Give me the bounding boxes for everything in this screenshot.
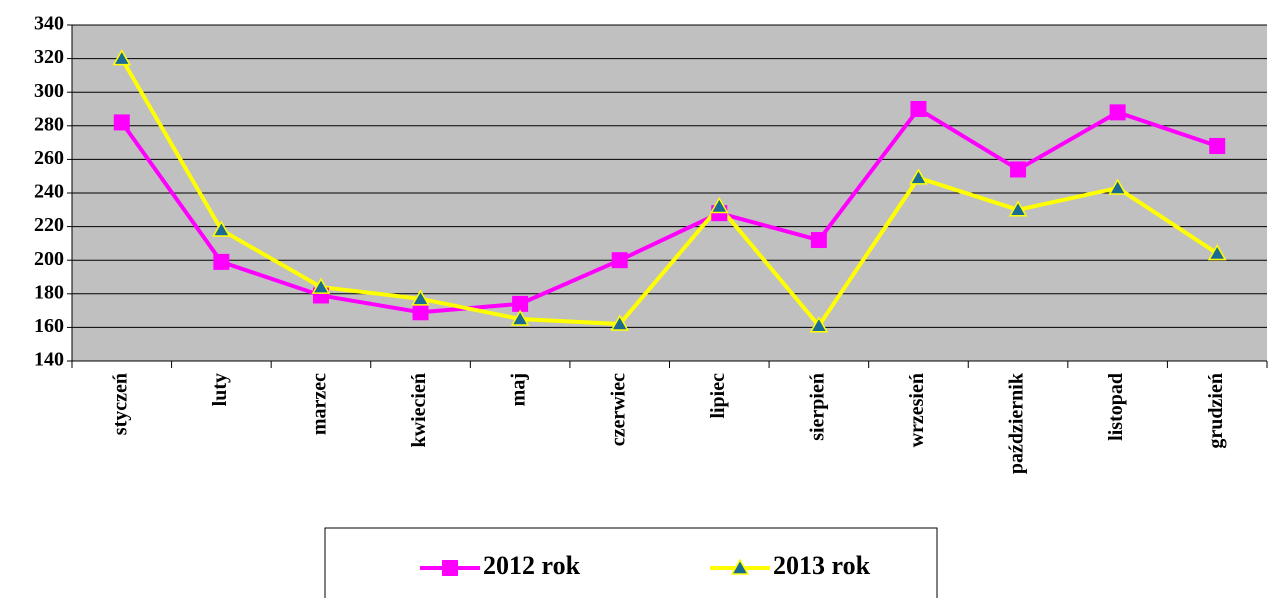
- y-tick-label: 300: [34, 80, 64, 102]
- legend-label: 2012 rok: [483, 551, 581, 580]
- marker: [709, 196, 729, 214]
- marker: [1010, 161, 1027, 178]
- x-tick-label: kwiecień: [408, 373, 430, 447]
- y-tick-label: 320: [34, 46, 64, 68]
- marker: [909, 168, 928, 185]
- marker: [1209, 137, 1226, 154]
- marker: [910, 101, 927, 117]
- x-tick-label: wrzesień: [906, 373, 928, 447]
- x-tick-label: czerwiec: [607, 373, 629, 446]
- legend-label: 2013 rok: [773, 551, 871, 580]
- marker: [212, 220, 231, 237]
- x-tick-label: sierpień: [806, 373, 828, 441]
- y-tick-label: 200: [34, 248, 64, 270]
- y-tick-label: 180: [34, 281, 64, 303]
- y-tick-label: 220: [34, 214, 64, 236]
- x-tick-label: październik: [1006, 372, 1028, 474]
- x-tick-label: listopad: [1105, 373, 1127, 441]
- marker: [730, 558, 750, 575]
- y-tick-label: 340: [34, 13, 64, 35]
- y-tick-label: 240: [34, 181, 64, 203]
- marker: [510, 309, 530, 326]
- marker: [1108, 178, 1127, 195]
- marker: [213, 253, 230, 270]
- series-line: [120, 57, 1219, 330]
- x-tick-label: lipiec: [707, 373, 729, 419]
- y-tick-label: 280: [34, 113, 64, 135]
- marker: [809, 316, 829, 333]
- marker: [113, 114, 130, 131]
- y-tick-label: 140: [34, 349, 64, 371]
- marker: [611, 252, 628, 269]
- legend: 2012 rok 2013 rok: [324, 527, 938, 598]
- legend-box: [324, 527, 938, 598]
- x-tick-label: marzec: [309, 373, 331, 435]
- x-tick-label: maj: [508, 373, 530, 406]
- marker: [512, 295, 529, 312]
- marker: [810, 232, 827, 249]
- y-tick-label: 260: [34, 147, 64, 169]
- marker: [1109, 104, 1126, 121]
- marker: [412, 304, 429, 321]
- x-tick-label: luty: [209, 373, 231, 406]
- marker: [610, 314, 630, 331]
- x-tick-label: styczeń: [109, 373, 131, 435]
- x-tick-label: grudzień: [1205, 373, 1227, 449]
- y-tick-label: 160: [34, 315, 64, 337]
- marker: [1207, 243, 1227, 261]
- marker: [442, 560, 458, 576]
- marker: [1008, 200, 1028, 217]
- marker: [411, 289, 430, 306]
- marker: [112, 49, 132, 66]
- series-line: [120, 106, 1218, 315]
- marker: [311, 277, 331, 294]
